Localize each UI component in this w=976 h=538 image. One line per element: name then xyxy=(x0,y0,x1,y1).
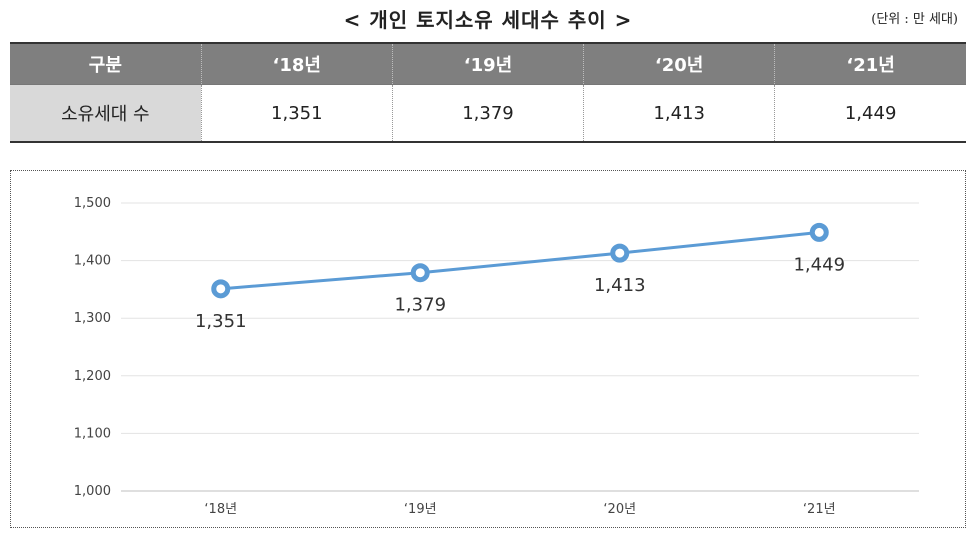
line-chart: 1,000 1,100 1,200 1,300 1,400 1,500 ‘18년 ‘19년 ‘2… xyxy=(74,196,919,517)
cell-2018: 1,351 xyxy=(200,84,393,143)
cell-2021: 1,449 xyxy=(774,84,966,143)
x-tick-label: ‘20년 xyxy=(603,502,636,517)
data-label: 1,449 xyxy=(793,254,845,275)
chart-frame: 1,000 1,100 1,200 1,300 1,400 1,500 ‘18년 ‘19년 ‘2… xyxy=(10,170,966,528)
series-line xyxy=(220,230,820,291)
data-label: 1,351 xyxy=(195,311,247,332)
data-point xyxy=(610,243,630,263)
cell-2020: 1,413 xyxy=(583,84,775,143)
data-point xyxy=(809,222,829,242)
header-2021: ‘21년 xyxy=(774,42,966,85)
page-title: < 개인 토지소유 세대수 추이 > xyxy=(343,8,633,32)
y-tick-label: 1,200 xyxy=(74,369,111,384)
row-label: 소유세대 수 xyxy=(10,84,202,143)
summary-table: 구분 ‘18년 ‘19년 ‘20년 ‘21년 소유세대 수 1,351 1,37… xyxy=(10,42,966,143)
data-point xyxy=(211,279,231,299)
header-2020: ‘20년 xyxy=(583,42,775,85)
x-tick-label: ‘21년 xyxy=(803,502,836,517)
table-row: 소유세대 수 1,351 1,379 1,413 1,449 xyxy=(10,84,966,143)
cell-2019: 1,379 xyxy=(391,84,584,143)
table-header-row: 구분 ‘18년 ‘19년 ‘20년 ‘21년 xyxy=(10,42,966,85)
x-tick-label: ‘18년 xyxy=(204,502,237,517)
y-tick-label: 1,300 xyxy=(74,311,111,326)
y-tick-label: 1,100 xyxy=(74,426,111,441)
unit-label: (단위 : 만 세대) xyxy=(871,12,958,27)
data-label: 1,413 xyxy=(594,275,646,296)
x-tick-label: ‘19년 xyxy=(404,502,437,517)
header-2019: ‘19년 xyxy=(391,42,584,85)
data-label: 1,379 xyxy=(394,295,446,316)
y-tick-label: 1,500 xyxy=(74,196,111,211)
header-2018: ‘18년 xyxy=(200,42,393,85)
y-tick-label: 1,400 xyxy=(74,254,111,269)
header-category: 구분 xyxy=(10,42,202,85)
y-tick-label: 1,000 xyxy=(74,484,111,499)
data-point xyxy=(410,263,430,283)
